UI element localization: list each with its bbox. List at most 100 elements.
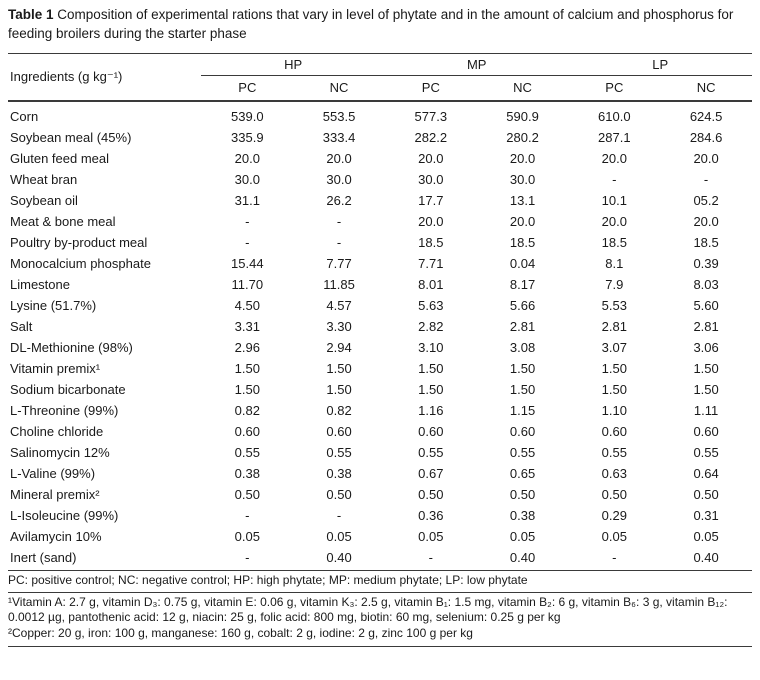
value-cell: 610.0 [598,108,631,124]
value-cell: 1.50 [509,360,536,376]
table-row: Monocalcium phosphate 15.44 7.77 7.71 0.04 8.… [8,253,752,274]
value-cell: 3.07 [601,339,627,355]
value-cell: 0.60 [509,423,536,439]
table-row: Inert (sand) -0.40-0.40-0.40 [8,546,752,571]
value-cell: 1.50 [326,381,352,397]
subheader-row: PC NC PC NC PC NC [8,75,752,102]
value-cell: 31.1 [234,192,260,208]
table-caption-text: Composition of experimental rations that… [8,7,734,41]
ingredients-header: Ingredients (g kg⁻¹) [8,53,202,102]
value-cell: 2.82 [418,318,444,334]
ingredient-cell: Corn [10,108,39,124]
value-cell: 4.57 [326,297,352,313]
value-cell: 577.3 [414,108,448,124]
value-cell: 2.96 [234,339,260,355]
table-row: DL-Methionine (98%) 2.96 2.94 3.10 3.08 3.07 3… [8,337,752,358]
value-cell: 20.0 [601,213,627,229]
ingredient-cell: Mineral premix² [10,486,100,502]
value-cell: 8.1 [605,255,624,271]
paper-page: Table 1 Composition of experimental rati… [8,6,752,648]
value-cell: 11.70 [231,276,264,292]
value-cell: 20.0 [693,213,719,229]
value-cell: 20.0 [509,150,536,166]
ingredient-cell: Vitamin premix¹ [10,360,101,376]
value-cell: 0.55 [326,444,352,460]
value-cell: 2.81 [601,318,627,334]
value-cell: 5.60 [693,297,719,313]
value-cell: 0.50 [418,486,444,502]
value-cell: - [703,171,709,187]
value-cell: 20.0 [418,213,444,229]
ingredient-cell: Soybean oil [10,192,78,208]
value-cell: 2.94 [326,339,352,355]
table-row: Soybean meal (45%) 335.9 333.4 282.2 280.2 28… [8,127,752,148]
value-cell: 0.05 [509,528,536,544]
table-row: L-Threonine (99%) 0.82 0.82 1.16 1.15 1.10 1.1… [8,400,752,421]
table-row: L-Valine (99%) 0.38 0.38 0.67 0.65 0.63 0.64 [8,463,752,484]
value-cell: 0.29 [601,507,627,523]
value-cell: - [568,546,661,571]
footnotes: PC: positive control; NC: negative contr… [8,571,752,648]
value-cell: 4.50 [234,297,260,313]
value-cell: 0.55 [509,444,536,460]
table-row: Choline chloride 0.60 0.60 0.60 0.60 0.60 0.60 [8,421,752,442]
ingredient-cell: Soybean meal (45%) [10,129,132,145]
table-caption-label: Table 1 [8,7,54,22]
value-cell: 10.1 [601,192,627,208]
value-cell: - [245,507,250,523]
value-cell: 05.2 [693,192,719,208]
value-cell: 20.0 [601,150,627,166]
value-cell: 0.60 [234,423,260,439]
value-cell: 5.53 [601,297,627,313]
value-cell: 0.36 [418,507,444,523]
value-cell: 1.50 [234,381,260,397]
value-cell: 0.60 [601,423,627,439]
value-cell: 0.82 [234,402,260,418]
value-cell: 1.16 [418,402,444,418]
value-cell: 18.5 [693,234,719,250]
ingredient-cell: Gluten feed meal [10,150,110,166]
value-cell: 3.10 [418,339,444,355]
value-cell: 18.5 [601,234,627,250]
value-cell: - [336,234,342,250]
value-cell: 18.5 [418,234,444,250]
ingredient-cell: DL-Methionine (98%) [10,339,133,355]
ingredient-cell: L-Threonine (99%) [10,402,119,418]
value-cell: 0.05 [418,528,444,544]
value-cell: 0.82 [326,402,352,418]
value-cell: 1.50 [509,381,536,397]
value-cell: - [336,507,342,523]
value-cell: 30.0 [509,171,536,187]
value-cell: 11.85 [323,276,355,292]
group-header-hp: HP [201,53,385,76]
table-row: Corn 539.0 553.5 577.3 590.9 610.0 624.5 [8,101,752,127]
subheader-pc: PC [201,75,294,102]
value-cell: - [336,213,342,229]
value-cell: 0.67 [418,465,444,481]
value-cell: 1.50 [418,360,444,376]
value-cell: 0.55 [234,444,260,460]
value-cell: 0.50 [234,486,260,502]
ingredient-cell: Poultry by-product meal [10,234,148,250]
ingredient-cell: Choline chloride [10,423,104,439]
value-cell: 0.60 [326,423,352,439]
value-cell: 1.50 [234,360,260,376]
value-cell: 335.9 [231,129,264,145]
value-cell: - [245,213,250,229]
value-cell: 0.55 [418,444,444,460]
table-row: Mineral premix² 0.50 0.50 0.50 0.50 0.50 0.50 [8,484,752,505]
value-cell: 3.08 [509,339,536,355]
value-cell: 539.0 [231,108,264,124]
subheader-nc: NC [293,75,385,102]
footnote-abbreviations: PC: positive control; NC: negative contr… [8,571,752,593]
value-cell: 30.0 [234,171,260,187]
value-cell: 5.63 [418,297,444,313]
value-cell: 0.38 [509,507,536,523]
value-cell: 287.1 [598,129,631,145]
value-cell: 18.5 [509,234,536,250]
ingredient-cell: Inert (sand) [8,546,202,571]
value-cell: 1.50 [601,381,627,397]
table-row: L-Isoleucine (99%) - - 0.36 0.38 0.29 0.31 [8,505,752,526]
value-cell: 17.7 [418,192,444,208]
rations-table: Ingredients (g kg⁻¹) HP MP LP PC NC PC N… [8,52,752,571]
